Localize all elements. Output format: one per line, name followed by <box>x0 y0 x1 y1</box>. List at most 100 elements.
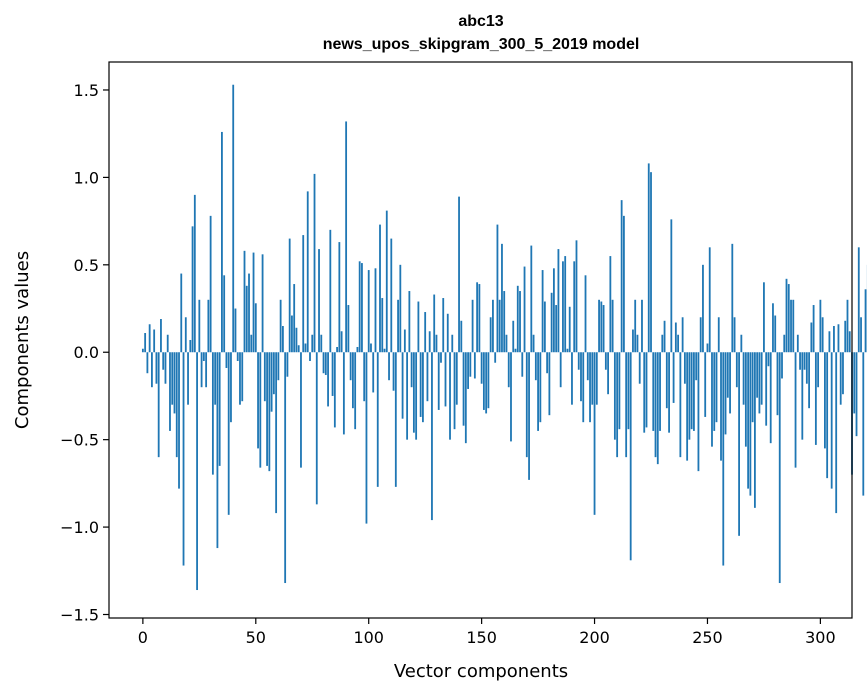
bar <box>370 343 372 353</box>
bar <box>383 348 386 353</box>
bar <box>711 352 713 447</box>
bar <box>753 352 756 508</box>
bar <box>839 352 842 405</box>
bar <box>790 299 792 353</box>
bar <box>699 317 702 353</box>
bar <box>602 305 605 353</box>
bar <box>776 352 779 416</box>
bar <box>539 352 542 423</box>
bar <box>374 268 377 353</box>
bar <box>846 299 849 353</box>
bar <box>315 352 318 505</box>
bar <box>781 352 783 379</box>
bar <box>146 352 149 374</box>
bar <box>286 352 289 377</box>
bar <box>464 352 467 444</box>
bar <box>600 301 603 353</box>
bar <box>550 292 553 353</box>
bar <box>257 352 259 449</box>
bar <box>214 352 217 405</box>
bar <box>751 352 754 423</box>
bar <box>367 270 370 353</box>
bar <box>814 352 817 445</box>
bar <box>801 352 804 440</box>
bar <box>155 352 158 384</box>
bar <box>674 322 677 353</box>
bar <box>487 352 490 409</box>
bar <box>162 352 165 370</box>
bar <box>726 352 729 398</box>
bar <box>799 352 801 370</box>
bar <box>810 322 813 353</box>
bar <box>406 352 409 440</box>
bar <box>160 319 162 353</box>
bar <box>625 352 628 458</box>
chart-title: abc13 <box>458 13 503 30</box>
bar <box>453 352 456 430</box>
bar <box>828 331 831 353</box>
bar <box>322 352 325 374</box>
bar <box>182 352 185 566</box>
bar <box>494 352 497 363</box>
bar <box>747 352 750 489</box>
bar <box>184 317 187 353</box>
bar <box>324 352 327 375</box>
bar <box>352 352 354 409</box>
bar <box>270 352 273 412</box>
y-tick-label: 0.5 <box>74 256 99 275</box>
bar <box>460 320 463 353</box>
bar <box>284 352 287 584</box>
y-axis-label: Components values <box>12 251 33 429</box>
bar <box>431 352 433 521</box>
bar <box>763 282 765 353</box>
bar <box>749 352 752 496</box>
bar <box>670 219 673 353</box>
bar <box>604 352 607 370</box>
bar <box>428 331 431 353</box>
bar <box>647 163 650 353</box>
bar <box>347 305 350 353</box>
bar <box>562 261 564 353</box>
bar <box>218 352 221 466</box>
bar <box>216 352 219 549</box>
bar <box>650 172 652 353</box>
bar <box>300 352 302 468</box>
bar <box>738 352 740 536</box>
bar <box>772 303 774 353</box>
x-axis-label: Vector components <box>394 661 568 682</box>
bar <box>785 278 788 353</box>
bar <box>593 352 596 515</box>
bar <box>618 352 621 430</box>
bar <box>388 352 390 381</box>
bar <box>180 273 183 353</box>
bar <box>141 348 144 353</box>
bar <box>661 334 664 353</box>
bar <box>577 352 580 370</box>
bar <box>263 352 266 402</box>
bar <box>198 299 201 353</box>
bar <box>397 299 399 353</box>
bar <box>458 196 460 353</box>
bar <box>584 275 587 353</box>
bar <box>717 317 720 353</box>
bar <box>683 352 686 384</box>
bar <box>408 291 411 353</box>
bar <box>501 243 503 353</box>
bar <box>435 334 438 353</box>
bar <box>496 224 499 353</box>
bar <box>354 352 357 430</box>
y-tick-label: −1.5 <box>60 606 99 625</box>
bar <box>541 270 544 353</box>
bar <box>225 352 228 368</box>
bar <box>236 352 239 361</box>
bar <box>778 352 781 584</box>
bar <box>819 299 822 353</box>
bar <box>693 352 695 431</box>
bar <box>620 200 623 353</box>
bar <box>151 352 153 388</box>
bar <box>498 299 501 353</box>
bar <box>528 352 530 480</box>
bar <box>862 352 865 496</box>
bar <box>467 352 469 389</box>
bar <box>471 299 474 353</box>
